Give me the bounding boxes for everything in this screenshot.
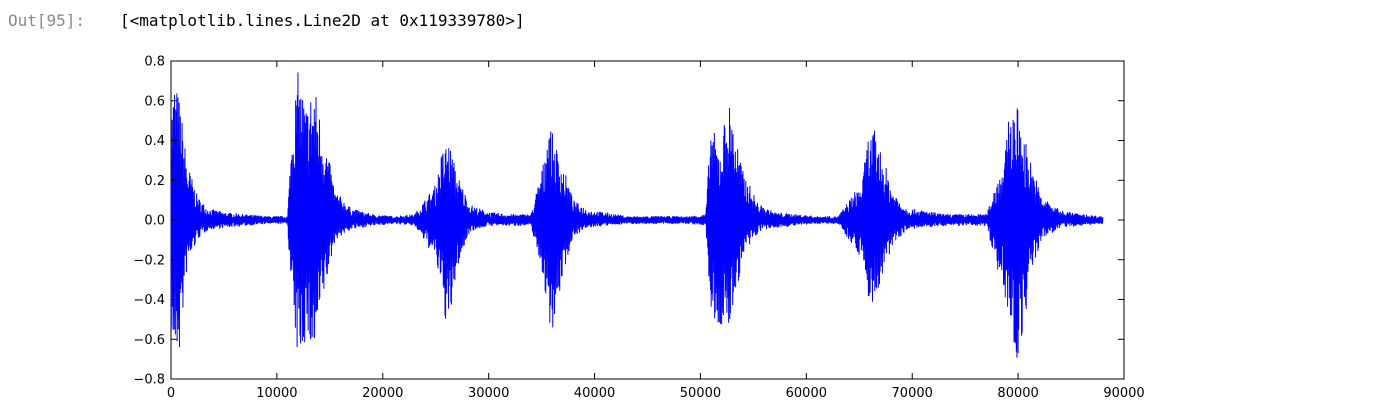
output-prompt: Out[95]: xyxy=(8,10,86,30)
y-tick-label: 0.6 xyxy=(144,94,165,109)
y-tick-label: −0.6 xyxy=(133,333,165,348)
x-tick-label: 20000 xyxy=(362,386,403,401)
y-tick-label: 0.4 xyxy=(144,134,165,149)
x-tick-label: 50000 xyxy=(680,386,721,401)
y-tick-label: −0.8 xyxy=(133,373,165,388)
y-tick-label: −0.2 xyxy=(133,253,165,268)
x-tick-label: 10000 xyxy=(256,386,297,401)
x-tick-label: 90000 xyxy=(1103,386,1144,401)
x-tick-label: 0 xyxy=(167,386,175,401)
output-row: Out[95]: [<matplotlib.lines.Line2D at 0x… xyxy=(8,6,525,34)
y-tick-label: 0.2 xyxy=(144,174,165,189)
y-tick-label: 0.8 xyxy=(144,55,165,70)
labels-layer: 0 10000 20000 30000 40000 50000 60000 70000 8000… xyxy=(133,55,1144,402)
waveform-series-line xyxy=(170,72,1104,358)
y-tick-label: 0.0 xyxy=(144,214,165,229)
output-text: [<matplotlib.lines.Line2D at 0x119339780… xyxy=(120,10,525,30)
x-tick-label: 30000 xyxy=(468,386,509,401)
series-layer xyxy=(170,72,1104,358)
x-tick-label: 80000 xyxy=(997,386,1038,401)
ticks-layer xyxy=(170,60,1125,380)
x-tick-label: 70000 xyxy=(892,386,933,401)
y-tick-label: −0.4 xyxy=(133,293,165,308)
x-tick-label: 60000 xyxy=(786,386,827,401)
x-tick-label: 40000 xyxy=(574,386,615,401)
